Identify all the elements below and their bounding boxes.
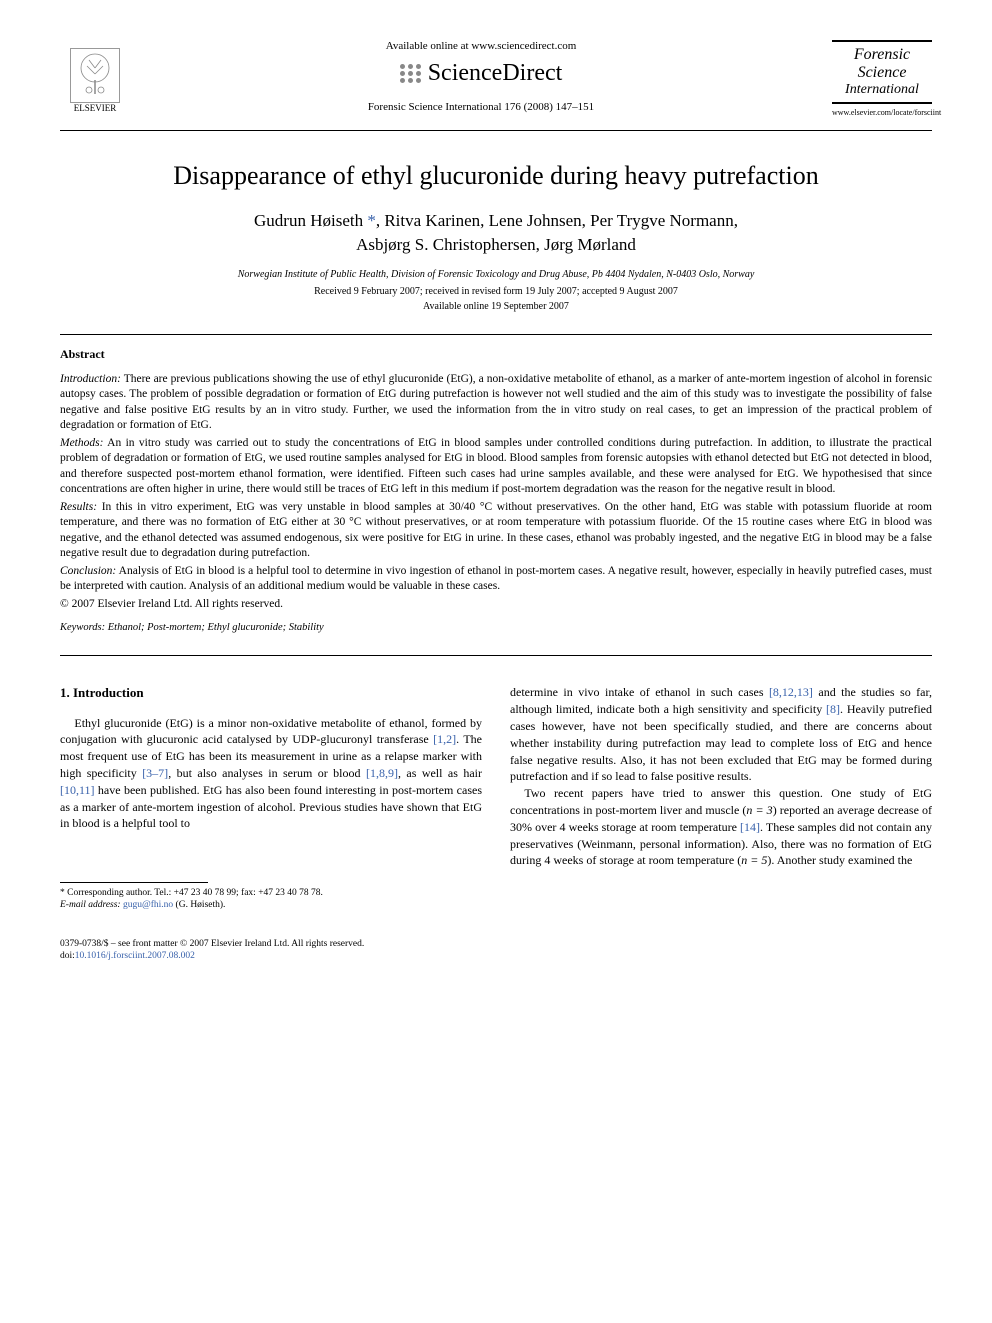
results-text: In this in vitro experiment, EtG was ver…: [60, 501, 932, 560]
corresponding-author: * Corresponding author. Tel.: +47 23 40 …: [60, 887, 482, 899]
ref-link-3-7[interactable]: [3–7]: [142, 766, 168, 780]
ref-link-14[interactable]: [14]: [740, 820, 760, 834]
results-label: Results:: [60, 501, 97, 513]
journal-line2: Science: [832, 64, 932, 82]
column-right: determine in vivo intake of ethanol in s…: [510, 684, 932, 911]
ref-link-8-12-13[interactable]: [8,12,13]: [769, 685, 813, 699]
sciencedirect-block: Available online at www.sciencedirect.co…: [130, 40, 832, 113]
section-heading-intro: 1. Introduction: [60, 684, 482, 702]
elsevier-label: ELSEVIER: [74, 103, 117, 113]
sciencedirect-label: ScienceDirect: [428, 60, 563, 87]
abstract-top-rule: [60, 334, 932, 335]
conclusion-text: Analysis of EtG in blood is a helpful to…: [60, 565, 932, 593]
authors-line2: Asbjørg S. Christophersen, Jørg Mørland: [356, 235, 636, 254]
abstract-bottom-rule: [60, 655, 932, 656]
issn-line: 0379-0738/$ – see front matter © 2007 El…: [60, 938, 932, 950]
email-address[interactable]: gugu@fhi.no: [121, 900, 176, 910]
copyright: © 2007 Elsevier Ireland Ltd. All rights …: [60, 597, 932, 613]
email-name: (G. Høiseth).: [176, 900, 226, 910]
journal-url: www.elsevier.com/locate/forsciint: [832, 108, 932, 117]
intro-label: Introduction:: [60, 373, 121, 385]
header-rule: [60, 130, 932, 131]
methods-text: An in vitro study was carried out to stu…: [60, 437, 932, 496]
header-row: ELSEVIER Available online at www.science…: [60, 40, 932, 120]
ref-link-1-8-9[interactable]: [1,8,9]: [366, 766, 398, 780]
journal-reference: Forensic Science International 176 (2008…: [150, 101, 812, 113]
abstract-conclusion: Conclusion: Analysis of EtG in blood is …: [60, 564, 932, 595]
journal-line3: International: [832, 82, 932, 98]
body-columns: 1. Introduction Ethyl glucuronide (EtG) …: [60, 684, 932, 911]
authors-line1: Gudrun Høiseth *, Ritva Karinen, Lene Jo…: [254, 211, 738, 230]
sd-dots-icon: [400, 64, 422, 83]
ref-link-8[interactable]: [8]: [826, 702, 840, 716]
journal-box: Forensic Science International: [832, 40, 932, 104]
footer-block: 0379-0738/$ – see front matter © 2007 El…: [60, 938, 932, 963]
elsevier-tree-icon: [70, 48, 120, 103]
intro-text: There are previous publications showing …: [60, 373, 932, 432]
authors: Gudrun Høiseth *, Ritva Karinen, Lene Jo…: [60, 209, 932, 257]
footnote-rule: [60, 882, 208, 883]
article-title: Disappearance of ethyl glucuronide durin…: [60, 161, 932, 191]
journal-line1: Forensic: [832, 46, 932, 64]
conclusion-label: Conclusion:: [60, 565, 116, 577]
doi-value[interactable]: 10.1016/j.forsciint.2007.08.002: [75, 951, 195, 961]
keywords-label: Keywords:: [60, 622, 105, 633]
available-online-text: Available online at www.sciencedirect.co…: [150, 40, 812, 52]
journal-logo-block: Forensic Science International www.elsev…: [832, 40, 932, 117]
intro-paragraph-2: Two recent papers have tried to answer t…: [510, 785, 932, 869]
keywords-text: Ethanol; Post-mortem; Ethyl glucuronide;…: [105, 622, 324, 633]
intro-paragraph-1-cont: determine in vivo intake of ethanol in s…: [510, 684, 932, 785]
sciencedirect-logo: ScienceDirect: [150, 60, 812, 87]
email-line: E-mail address: gugu@fhi.no (G. Høiseth)…: [60, 899, 482, 911]
column-left: 1. Introduction Ethyl glucuronide (EtG) …: [60, 684, 482, 911]
intro-paragraph-1: Ethyl glucuronide (EtG) is a minor non-o…: [60, 715, 482, 833]
email-label: E-mail address:: [60, 900, 121, 910]
elsevier-logo: ELSEVIER: [60, 40, 130, 120]
abstract-body: Introduction: There are previous publica…: [60, 372, 932, 613]
ref-link-1-2[interactable]: [1,2]: [433, 732, 456, 746]
methods-label: Methods:: [60, 437, 103, 449]
affiliation: Norwegian Institute of Public Health, Di…: [60, 269, 932, 280]
abstract-methods: Methods: An in vitro study was carried o…: [60, 436, 932, 498]
dates-online: Available online 19 September 2007: [60, 301, 932, 312]
doi-line: doi:10.1016/j.forsciint.2007.08.002: [60, 950, 932, 962]
n-equals-5: n = 5: [741, 853, 767, 867]
abstract-heading: Abstract: [60, 347, 932, 362]
dates-received: Received 9 February 2007; received in re…: [60, 286, 932, 297]
footnote-block: * Corresponding author. Tel.: +47 23 40 …: [60, 887, 482, 912]
keywords: Keywords: Ethanol; Post-mortem; Ethyl gl…: [60, 622, 932, 633]
corresponding-star-icon: *: [363, 211, 376, 230]
doi-label: doi:: [60, 951, 75, 961]
abstract-introduction: Introduction: There are previous publica…: [60, 372, 932, 434]
abstract-results: Results: In this in vitro experiment, Et…: [60, 500, 932, 562]
ref-link-10-11[interactable]: [10,11]: [60, 783, 95, 797]
n-equals-3: n = 3: [746, 803, 772, 817]
